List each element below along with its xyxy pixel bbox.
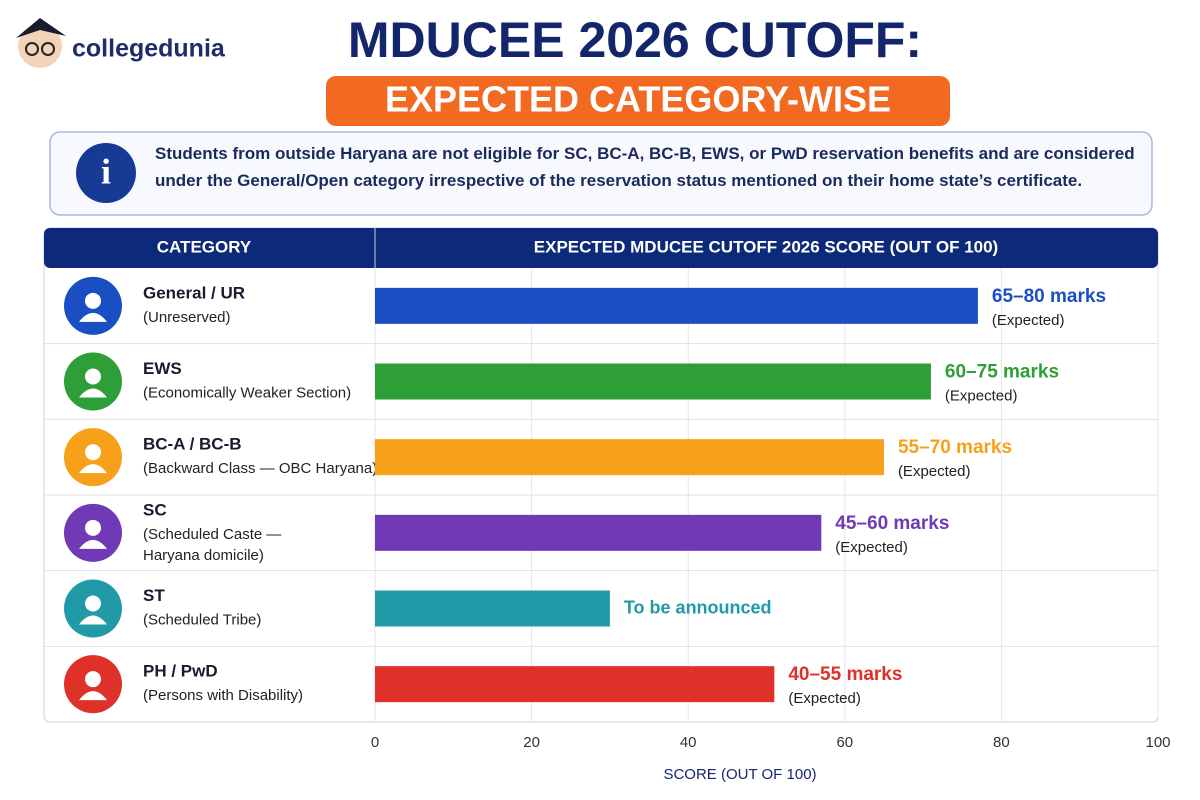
logo-glasses — [41, 42, 55, 56]
category-icon-glyph — [79, 615, 107, 625]
category-header: CATEGORY — [157, 237, 252, 256]
bar — [375, 590, 610, 627]
value-annotation-sub: (Expected) — [788, 690, 861, 707]
bar — [375, 287, 978, 324]
bar — [375, 439, 884, 476]
category-icon-glyph — [79, 388, 107, 398]
bar — [375, 363, 931, 400]
x-tick-label: 40 — [680, 734, 697, 751]
chart-header — [44, 228, 1158, 268]
logo-cap — [16, 18, 66, 38]
category-note: (Backward Class — OBC Haryana) — [143, 460, 377, 477]
category-icon-glyph — [85, 292, 101, 309]
chart-title: EXPECTED MDUCEE CUTOFF 2026 SCORE (OUT O… — [534, 237, 998, 256]
logo-face — [18, 24, 62, 68]
category-icon-glyph — [85, 368, 101, 385]
info-glyph: i — [101, 151, 111, 191]
note: Students from outside Haryana are not el… — [155, 144, 1135, 190]
value-annotation-sub: (Expected) — [835, 539, 908, 556]
category-icon-glyph — [85, 519, 101, 536]
title: MDUCEE 2026 CUTOFF: — [348, 12, 922, 68]
x-tick-label: 20 — [523, 734, 540, 751]
value-annotation-sub: (Expected) — [992, 312, 1065, 329]
x-tick-label: 80 — [993, 734, 1010, 751]
category-note: (Persons with Disability) — [143, 687, 303, 704]
category-note: Haryana domicile) — [143, 547, 264, 564]
bar — [375, 514, 822, 551]
category-note: (Economically Weaker Section) — [143, 384, 351, 401]
category-icon-glyph — [79, 464, 107, 474]
category-name: PH / PwD — [143, 662, 218, 681]
bar — [375, 666, 775, 703]
category-name: BC-A / BC-B — [143, 435, 242, 454]
category-note: (Unreserved) — [143, 309, 231, 326]
category-name: ST — [143, 586, 165, 605]
category-note: (Scheduled Tribe) — [143, 611, 261, 628]
category-icon-glyph — [79, 539, 107, 549]
category-icon-glyph — [79, 312, 107, 322]
category-name: SC — [143, 500, 167, 519]
x-axis-label: SCORE (OUT OF 100) — [663, 766, 816, 783]
value-annotation: 60–75 marks — [945, 362, 1059, 383]
note-box — [49, 131, 1153, 216]
x-tick-label: 60 — [836, 734, 853, 751]
value-annotation: 45–60 marks — [835, 513, 949, 534]
category-icon-glyph — [85, 671, 101, 688]
value-annotation: To be announced — [624, 597, 772, 617]
category-name: EWS — [143, 359, 182, 378]
logo-glasses — [25, 42, 39, 56]
category-icon-glyph — [85, 444, 101, 461]
value-annotation-sub: (Expected) — [898, 463, 971, 480]
brand: collegedunia — [72, 35, 226, 63]
category-icon-glyph — [79, 691, 107, 701]
x-tick-label: 100 — [1145, 734, 1170, 751]
value-annotation-sub: (Expected) — [945, 387, 1018, 404]
subtitle-pill — [326, 76, 950, 126]
value-annotation: 65–80 marks — [992, 286, 1106, 307]
x-tick-label: 0 — [371, 734, 379, 751]
info-icon — [76, 143, 136, 203]
value-annotation: 55–70 marks — [898, 437, 1012, 458]
subtitle: EXPECTED CATEGORY-WISE — [385, 79, 891, 120]
category-note: (Scheduled Caste — — [143, 526, 281, 543]
category-name: General / UR — [143, 283, 245, 302]
category-icon-glyph — [85, 595, 101, 612]
value-annotation: 40–55 marks — [788, 664, 902, 685]
